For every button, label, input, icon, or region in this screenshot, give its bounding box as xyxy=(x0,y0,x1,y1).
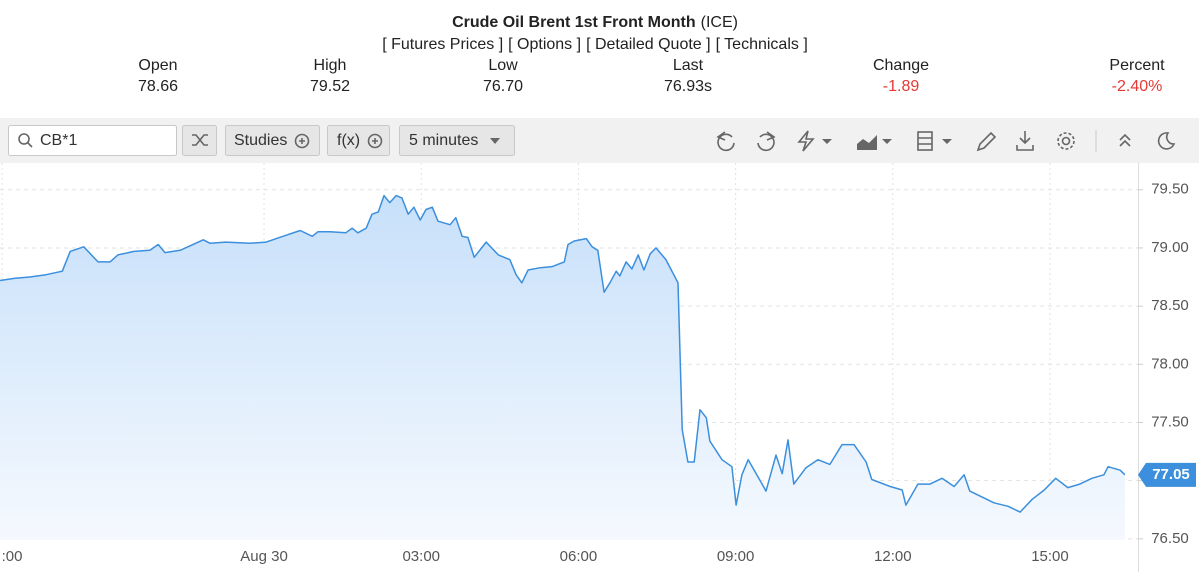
quote-label: Last xyxy=(673,57,704,74)
link[interactable]: [ Futures Prices ] xyxy=(382,36,503,53)
link[interactable]: [ Technicals ] xyxy=(716,36,808,53)
quote-label: High xyxy=(314,57,347,74)
link[interactable]: [ Options ] xyxy=(508,36,581,53)
layout-icon[interactable] xyxy=(917,131,933,151)
x-tick-label: Aug 30 xyxy=(240,548,288,565)
studies-button[interactable] xyxy=(225,125,320,156)
dropdown-icon xyxy=(942,139,952,144)
interval-label: 5 minutes xyxy=(409,132,478,149)
dropdown-icon xyxy=(490,138,500,144)
y-tick-label: 79.50 xyxy=(1151,181,1189,198)
quote-value: 76.93s xyxy=(664,78,712,95)
y-tick-label: 77.50 xyxy=(1151,413,1189,430)
chart-type-icon[interactable] xyxy=(857,135,877,150)
events-icon[interactable] xyxy=(797,130,815,152)
collapse-icon[interactable] xyxy=(1119,133,1131,147)
dropdown-icon xyxy=(822,139,832,144)
last-price-tag xyxy=(1138,462,1196,487)
draw-icon[interactable] xyxy=(976,131,997,152)
search-icon xyxy=(18,133,30,145)
layout-icon xyxy=(918,137,932,145)
plus-icon xyxy=(299,138,305,144)
studies-label: Studies xyxy=(234,132,287,149)
dropdown-icon xyxy=(882,139,892,144)
plot xyxy=(0,194,1126,540)
search-text: CB*1 xyxy=(40,132,77,149)
last-price-label: 77.05 xyxy=(1152,466,1190,483)
title-text: Crude Oil Brent 1st Front Month xyxy=(452,14,696,31)
interval-button[interactable] xyxy=(399,125,515,156)
x-tick-label: 15:00 xyxy=(1031,548,1069,565)
y-tick-label: 78.50 xyxy=(1151,297,1189,314)
search-box[interactable] xyxy=(8,125,177,156)
x-tick-label: 09:00 xyxy=(717,548,755,565)
theme-icon[interactable] xyxy=(1157,132,1176,150)
link[interactable]: [ Detailed Quote ] xyxy=(586,36,711,53)
compare-icon xyxy=(192,134,208,146)
quote-value: 76.70 xyxy=(483,78,523,95)
x-tick-label: 03:00 xyxy=(402,548,440,565)
undo-icon[interactable] xyxy=(716,131,735,152)
links: [ Futures Prices ] [ Options ] [ Detailed … xyxy=(382,36,808,53)
x-tick-label: 12:00 xyxy=(874,548,912,565)
plus-icon xyxy=(294,133,310,149)
quote-label: Change xyxy=(873,57,929,74)
plus-icon xyxy=(372,138,378,144)
title: Crude Oil Brent 1st Front Month (ICE) xyxy=(452,14,738,31)
area xyxy=(0,195,1125,540)
y-tick-label: 79.00 xyxy=(1151,239,1189,256)
settings-icon xyxy=(1057,132,1075,150)
quote-label: Open xyxy=(138,57,177,74)
x-tick-label: :00 xyxy=(2,548,23,565)
functions-label: f(x) xyxy=(337,132,360,149)
price-line xyxy=(0,194,1126,513)
quote-value: 78.66 xyxy=(138,78,178,95)
quote-label: Percent xyxy=(1109,57,1165,74)
toolbar xyxy=(0,118,1199,163)
download-icon[interactable] xyxy=(1016,131,1034,151)
settings-icon[interactable] xyxy=(1061,136,1071,146)
redo-icon[interactable] xyxy=(757,131,776,152)
quote-label: Low xyxy=(488,57,518,74)
x-tick-label: 06:00 xyxy=(560,548,598,565)
quote-value: 79.52 xyxy=(310,78,350,95)
search-icon xyxy=(27,142,33,148)
exchange: (ICE) xyxy=(701,14,738,31)
axes: 76.5077.0077.5078.0078.5079.0079.50:00Au… xyxy=(2,181,1196,565)
quote-value: -1.89 xyxy=(883,78,920,95)
quote: Open 78.66 High 79.52 Low 76.70 Last 76.93s Chan… xyxy=(138,57,1165,95)
quote-value: -2.40% xyxy=(1112,78,1163,95)
toolbar-items: CB*1 Studies f(x) 5 minutes xyxy=(8,125,1176,156)
y-tick-label: 78.00 xyxy=(1151,355,1189,372)
y-tick-label: 76.50 xyxy=(1151,530,1189,547)
plus-icon xyxy=(367,133,383,149)
